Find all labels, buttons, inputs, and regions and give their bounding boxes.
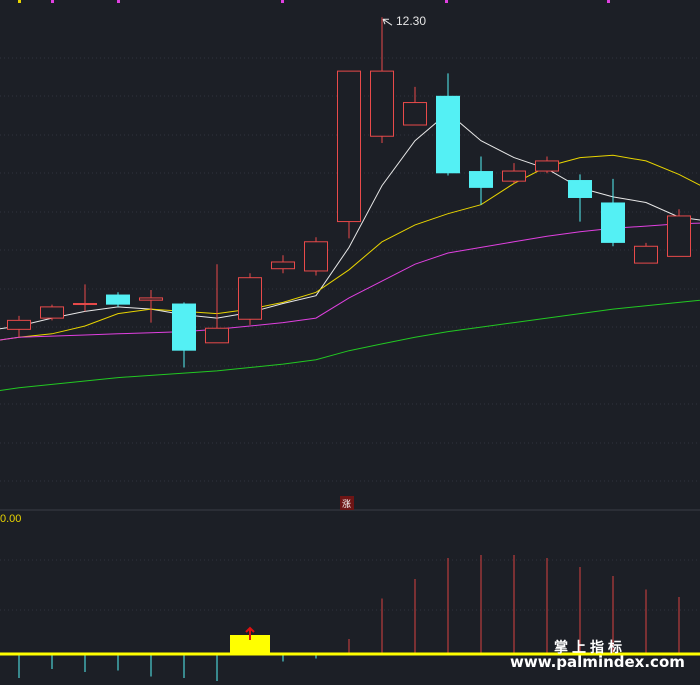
top-tick-mark <box>18 0 21 3</box>
watermark: 掌上指标 www.palmindex.com <box>510 639 685 671</box>
badge-background <box>340 496 354 510</box>
badge-label: 涨 <box>342 499 351 510</box>
candle-body <box>568 180 592 198</box>
candle-body <box>73 303 97 306</box>
top-tick-mark <box>117 0 120 3</box>
top-tick-marks <box>18 0 610 3</box>
high-marker: 12.30 <box>382 14 426 28</box>
candle-body <box>667 215 691 257</box>
candle <box>172 302 196 368</box>
candle <box>601 178 625 247</box>
candle <box>40 304 64 321</box>
candle-body <box>403 102 427 126</box>
candle <box>238 273 262 325</box>
top-tick-mark <box>281 0 284 3</box>
candle <box>271 255 295 274</box>
ma-line-3 <box>0 222 700 341</box>
high-arrow-icon <box>382 18 393 26</box>
candle-body <box>106 294 130 305</box>
ma-line-2 <box>0 154 700 341</box>
watermark-url: www.palmindex.com <box>510 653 685 671</box>
candle <box>304 237 328 276</box>
top-tick-mark <box>51 0 54 3</box>
candle <box>667 209 691 257</box>
candle <box>568 174 592 222</box>
candle-body <box>634 245 658 264</box>
candle-body <box>40 306 64 319</box>
candle-body <box>469 171 493 188</box>
candle <box>502 163 526 184</box>
indicator-bars <box>18 555 680 681</box>
candle <box>73 284 97 312</box>
candle-body <box>502 170 526 182</box>
signal-box <box>230 635 270 654</box>
price-grid <box>0 57 700 482</box>
candle-body <box>205 327 229 344</box>
bottom-badge: 涨 <box>340 496 354 510</box>
candle <box>634 242 658 264</box>
top-tick-mark <box>607 0 610 3</box>
candle-body <box>7 319 31 330</box>
candle <box>469 156 493 205</box>
candle <box>139 290 163 323</box>
moving-average-lines <box>0 112 700 392</box>
candle <box>403 86 427 126</box>
top-tick-mark <box>445 0 448 3</box>
candle-body <box>271 261 295 270</box>
candle-body <box>139 297 163 301</box>
candle-body <box>172 303 196 351</box>
candle-body <box>337 70 361 223</box>
candle <box>337 70 361 239</box>
signal-arrow-icon <box>245 626 255 640</box>
candles <box>7 17 691 368</box>
sub-axis-label: 0.00 <box>0 513 21 525</box>
watermark-cn: 掌上指标 <box>554 639 626 656</box>
candle-body <box>370 70 394 137</box>
candle <box>106 292 130 307</box>
candle <box>370 17 394 143</box>
candle-body <box>238 277 262 320</box>
signal-marker <box>230 626 270 654</box>
candle-body <box>436 95 460 174</box>
candle <box>205 264 229 344</box>
candle-body <box>601 202 625 243</box>
high-price-label: 12.30 <box>396 14 426 28</box>
ma-line-4 <box>0 299 700 392</box>
candle <box>7 315 31 338</box>
indicator-grid <box>0 559 700 611</box>
candle <box>436 73 460 176</box>
candle-body <box>535 160 559 172</box>
ma-line-1 <box>0 112 700 330</box>
candle-body <box>304 241 328 272</box>
candle <box>535 156 559 174</box>
